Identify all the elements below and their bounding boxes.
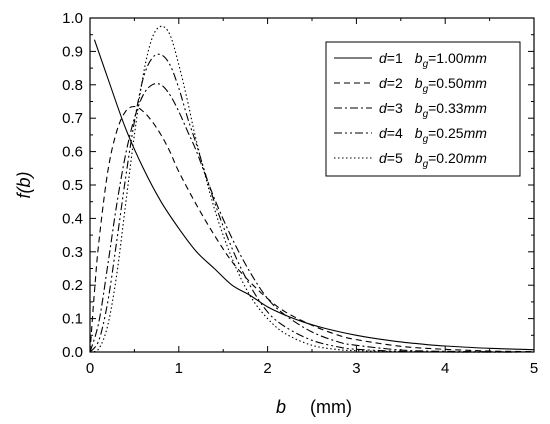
y-tick-label: 0.2 bbox=[62, 277, 83, 294]
legend-label-d3: d=3 bg=0.33mm bbox=[379, 100, 487, 120]
x-axis-unit: (mm) bbox=[310, 397, 352, 417]
x-tick-label: 1 bbox=[175, 360, 183, 377]
x-tick-label: 5 bbox=[530, 360, 538, 377]
x-tick-label: 3 bbox=[352, 360, 360, 377]
y-axis-label: f(b) bbox=[14, 172, 34, 199]
y-tick-label: 0.9 bbox=[62, 43, 83, 60]
y-tick-label: 1.0 bbox=[62, 10, 83, 27]
y-tick-label: 0.3 bbox=[62, 244, 83, 261]
plot-series-layer bbox=[89, 25, 535, 353]
y-tick-label: 0.4 bbox=[62, 210, 83, 227]
series-line-d5 bbox=[89, 25, 535, 353]
y-tick-label: 0.0 bbox=[62, 344, 83, 361]
series-line-d2 bbox=[89, 105, 535, 353]
x-axis-variable: b bbox=[276, 397, 286, 417]
series-line-d4 bbox=[89, 53, 535, 353]
x-tick-label: 4 bbox=[441, 360, 449, 377]
legend-label-d4: d=4 bg=0.25mm bbox=[379, 125, 487, 145]
legend: d=1 bg=1.00mm d=2 bg=0.50mm d=3 bg=0.33mm d=4 b… bbox=[325, 41, 521, 177]
y-tick-label: 0.5 bbox=[62, 177, 83, 194]
legend-label-d2: d=2 bg=0.50mm bbox=[379, 75, 487, 95]
y-tick-label: 0.8 bbox=[62, 77, 83, 94]
legend-label-d5: d=5 bg=0.20mm bbox=[379, 150, 487, 170]
x-tick-label: 0 bbox=[86, 360, 94, 377]
legend-box bbox=[325, 41, 521, 177]
series-line-d1 bbox=[93, 39, 535, 351]
x-tick-label: 2 bbox=[263, 360, 271, 377]
legend-label-d1: d=1 bg=1.00mm bbox=[379, 50, 487, 70]
y-tick-label: 0.7 bbox=[62, 110, 83, 127]
y-tick-label: 0.1 bbox=[62, 311, 83, 328]
x-axis-label: b (mm) bbox=[276, 397, 352, 417]
axes-ticks: 0 1 2 3 4 5 0.0 0.1 0.2 0.3 0.4 0.5 0.6 0.7 0.8 0.9 1.0 bbox=[62, 10, 538, 377]
series-line-d3 bbox=[89, 82, 535, 353]
y-tick-label: 0.6 bbox=[62, 144, 83, 161]
